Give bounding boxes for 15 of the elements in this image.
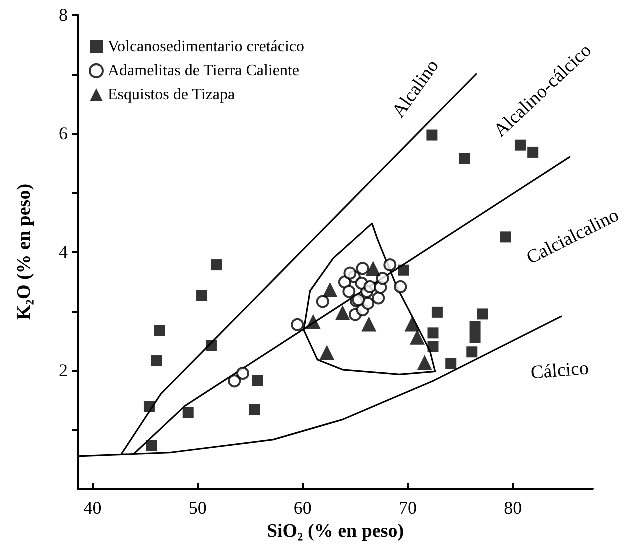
x-tick-label: 80 [504, 498, 522, 518]
x-axis-title: SiO₂ (% en peso) [266, 520, 404, 542]
y-tick-label: 4 [59, 242, 68, 262]
x-tick-label: 50 [188, 498, 207, 518]
legend-label: Volcanosedimentario cretácico [108, 38, 305, 56]
y-tick-label: 2 [59, 360, 68, 380]
annotation: Cálcico [530, 358, 590, 384]
y-tick-label: 8 [59, 5, 68, 25]
x-tick-label: 60 [294, 498, 312, 518]
x-tick-label: 40 [84, 498, 102, 518]
x-tick-label: 70 [399, 498, 418, 518]
y-tick-label: 6 [59, 124, 68, 144]
y-axis-title: K₂O (% en peso) [14, 184, 35, 320]
legend-label: Esquistos de Tizapa [108, 86, 236, 104]
legend-label: Adamelitas de Tierra Caliente [108, 62, 300, 80]
